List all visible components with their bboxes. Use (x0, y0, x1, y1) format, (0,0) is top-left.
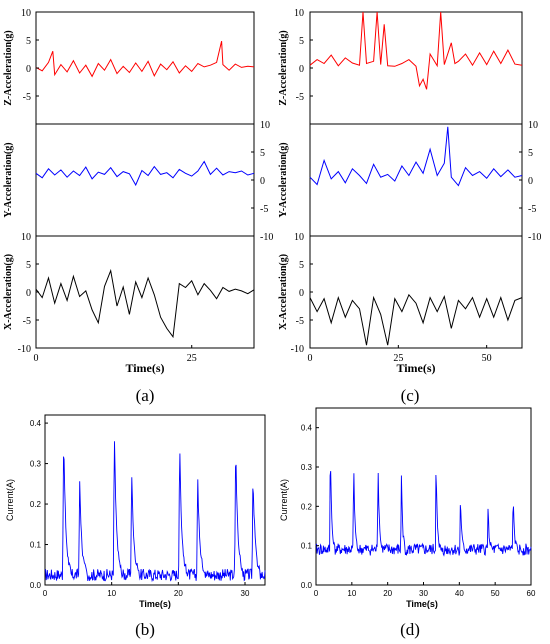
y-tick-label: -5 (296, 316, 304, 327)
panel-a-z-frame (35, 11, 255, 125)
y-tick-label: -10 (260, 232, 273, 243)
y-tick-label: -10 (528, 232, 541, 243)
panel-c-xlabel: Time(s) (396, 361, 435, 375)
panel-b-caption: (b) (135, 620, 155, 639)
y-tick-label: 0.0 (30, 581, 42, 590)
y-tick-label: 0.3 (30, 460, 42, 469)
y-tick-label: 5 (528, 148, 533, 159)
x-tick-label: 25 (393, 353, 403, 364)
panel-c-x-series-line (309, 293, 523, 346)
y-tick-label: 0.3 (301, 463, 313, 472)
x-tick-label: 40 (455, 589, 464, 598)
panel-c-y-series-line (309, 126, 523, 187)
panel-c-x-ylabel: X-Acceleration(g) (278, 254, 289, 330)
panel-c-y-ylabel: Y-Acceleration(g) (278, 142, 289, 217)
y-tick-label: 5 (26, 260, 31, 271)
y-tick-label: -5 (23, 316, 31, 327)
y-tick-label: 10 (294, 8, 304, 19)
panel-d: 0.0 0.1 0.2 0.3 0.4 0 10 20 30 40 50 60 Time(s) Cur… (279, 407, 536, 639)
panel-a-x-frame (35, 235, 255, 349)
y-tick-label: -5 (528, 204, 536, 215)
x-tick-label: 0 (34, 353, 39, 364)
x-tick-label: 60 (527, 589, 536, 598)
y-tick-label: 0.1 (30, 541, 42, 550)
panel-c-x-frame (309, 235, 523, 349)
panel-a-z-ylabel: Z-Acceleration(g) (3, 30, 14, 106)
y-tick-label: 0 (26, 64, 31, 75)
panel-a-x-series-line (35, 268, 255, 339)
y-tick-label: 10 (294, 232, 304, 243)
panel-a-z-series-line (35, 40, 255, 78)
panel-d-current-series-line (315, 470, 532, 557)
y-tick-label: 10 (260, 120, 270, 131)
panel-c-z-series-line (309, 11, 523, 90)
panel-d-frame (315, 407, 532, 586)
y-tick-label: 0.4 (30, 419, 42, 428)
y-tick-label: 0.1 (301, 542, 313, 551)
x-tick-label: 30 (419, 589, 428, 598)
y-tick-label: 5 (299, 36, 304, 47)
x-tick-label: 25 (187, 353, 197, 364)
panel-d-caption: (d) (400, 620, 420, 639)
y-tick-label: 5 (26, 36, 31, 47)
panel-a: -5 0 5 10 Z-Acceleration(g) -10 -5 0 5 10 Y-Accele… (3, 8, 273, 405)
panel-a-y-frame (35, 123, 255, 237)
x-tick-label: 50 (482, 353, 492, 364)
x-tick-label: 10 (107, 589, 116, 598)
x-tick-label: 20 (174, 589, 183, 598)
x-tick-label: 0 (43, 589, 48, 598)
y-tick-label: -10 (18, 344, 31, 355)
y-tick-label: 10 (21, 232, 31, 243)
y-tick-label: 0.0 (301, 581, 313, 590)
y-tick-label: -10 (291, 344, 304, 355)
y-tick-label: 5 (299, 260, 304, 271)
panel-c-caption: (c) (401, 386, 420, 405)
y-tick-label: -5 (296, 92, 304, 103)
y-tick-label: 0 (299, 288, 304, 299)
panel-a-caption: (a) (136, 386, 155, 405)
x-tick-label: 0 (314, 589, 319, 598)
y-tick-label: -5 (23, 92, 31, 103)
y-tick-label: 0 (528, 176, 533, 187)
panel-a-y-series-line (35, 160, 255, 187)
panel-a-x-ylabel: X-Acceleration(g) (3, 254, 14, 330)
x-tick-label: 50 (491, 589, 500, 598)
y-tick-label: 5 (260, 148, 265, 159)
panel-a-y-ylabel: Y-Acceleration(g) (3, 142, 14, 217)
panel-b-current-series-line (44, 441, 266, 583)
x-tick-label: 20 (383, 589, 392, 598)
y-tick-label: 0 (299, 64, 304, 75)
panel-b: 0.0 0.1 0.2 0.3 0.4 0 10 20 30 Time(s) Current(A… (5, 414, 266, 639)
x-tick-label: 0 (308, 353, 313, 364)
y-tick-label: 0 (26, 288, 31, 299)
y-tick-label: 0.4 (301, 424, 313, 433)
x-tick-label: 10 (347, 589, 356, 598)
y-tick-label: 10 (21, 8, 31, 19)
panel-c-y-frame (309, 123, 523, 237)
y-tick-label: 0 (260, 176, 265, 187)
y-tick-label: 0.2 (301, 502, 313, 511)
panel-c: -5 0 5 10 Z-Acceleration(g) -10 -5 0 5 10 Y-Accele… (278, 8, 541, 405)
panel-b-xlabel: Time(s) (139, 599, 171, 609)
panel-b-frame (44, 414, 266, 586)
panel-b-ylabel: Current(A) (5, 479, 15, 521)
panel-c-z-ylabel: Z-Acceleration(g) (278, 30, 289, 106)
y-tick-label: 0.2 (30, 500, 42, 509)
panel-d-xlabel: Time(s) (406, 599, 438, 609)
x-tick-label: 30 (241, 589, 250, 598)
panel-d-ylabel: Current(A) (279, 479, 289, 521)
y-tick-label: -5 (260, 204, 268, 215)
y-tick-label: 10 (528, 120, 538, 131)
panel-a-xlabel: Time(s) (125, 361, 164, 375)
